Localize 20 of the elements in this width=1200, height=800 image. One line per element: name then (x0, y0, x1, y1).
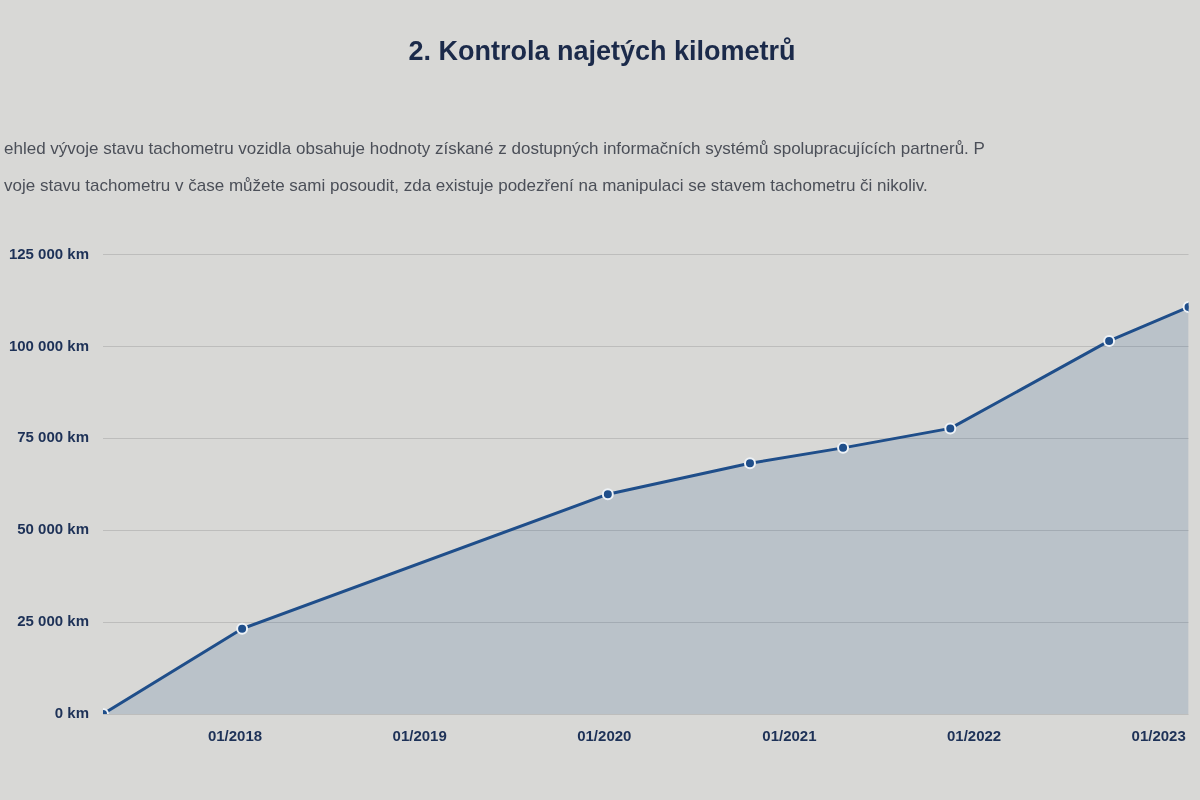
y-tick-label: 75 000 km (17, 428, 89, 446)
y-tick-label: 25 000 km (17, 612, 89, 630)
y-tick-label: 100 000 km (8, 336, 89, 354)
chart-title: 2. Kontrola najetých kilometrů (408, 35, 796, 66)
y-tick-label: 50 000 km (17, 520, 89, 538)
y-tick-label: 0 km (54, 704, 89, 722)
y-tick-label: 125 000 km (8, 244, 89, 262)
point (601, 488, 614, 501)
x-tick-label: 01/2022 (946, 727, 1002, 745)
chart-subtitle: ehled vývoje stavu tachometru vozidla obsahuje hodnoty získané z dostupných informačních systémů spolupracujících partnerů. P voje stavu tachometru v čase můžete sami posoudit, zda existuje podezření na manipulaci se stavem tachometru či nikoliv. (4, 138, 985, 195)
point (1103, 334, 1116, 347)
x-tick-label: 01/2020 (577, 727, 632, 745)
point (837, 441, 850, 454)
point (743, 457, 756, 470)
x-tick-label: 01/2023 (1131, 727, 1186, 745)
x-tick-label: 01/2018 (207, 727, 263, 745)
x-tick-label: 01/2021 (762, 727, 817, 745)
point (944, 422, 957, 435)
x-tick-label: 01/2019 (392, 727, 447, 745)
point (236, 622, 249, 635)
